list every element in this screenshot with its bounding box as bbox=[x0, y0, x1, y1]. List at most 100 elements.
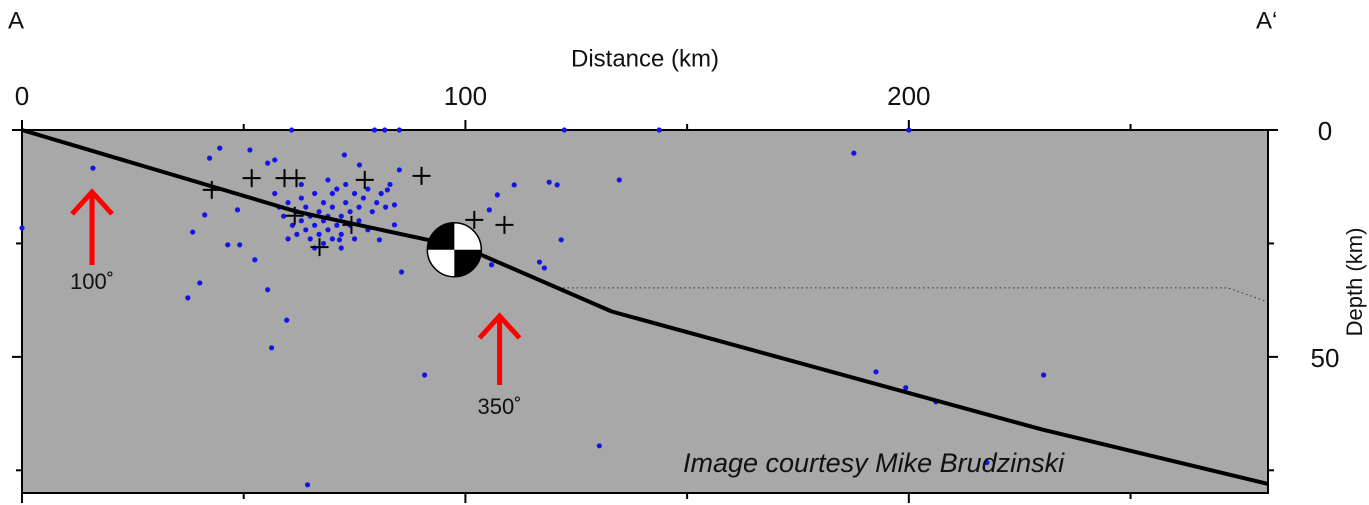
earthquake-dot bbox=[343, 200, 349, 206]
earthquake-dot bbox=[365, 186, 371, 192]
earthquake-dot bbox=[903, 385, 909, 391]
earthquake-dot bbox=[391, 202, 398, 208]
earthquake-dot bbox=[873, 369, 879, 375]
y-axis-label: Depth (km) bbox=[1342, 228, 1367, 337]
earthquake-dot bbox=[285, 236, 291, 242]
earthquake-dot bbox=[351, 236, 358, 242]
earthquake-dot bbox=[356, 162, 363, 168]
earthquake-dot bbox=[984, 459, 990, 466]
earthquake-dot bbox=[307, 236, 313, 242]
earthquake-dot bbox=[298, 181, 304, 188]
event-cross bbox=[285, 206, 304, 225]
earthquake-dot bbox=[356, 218, 362, 224]
earthquake-dot bbox=[396, 167, 402, 173]
earthquake-dot bbox=[252, 257, 258, 263]
x-axis-label: Distance (km) bbox=[571, 45, 719, 72]
earthquake-dot bbox=[303, 204, 309, 210]
x-tick-label: 0 bbox=[15, 81, 29, 111]
earthquake-dot bbox=[369, 209, 375, 215]
earthquake-dot bbox=[382, 127, 388, 133]
earthquake-dot bbox=[371, 127, 378, 133]
earthquake-dot bbox=[325, 177, 331, 183]
annotation: 350˚ bbox=[478, 394, 522, 419]
earthquake-dot bbox=[237, 242, 243, 248]
earthquake-dot bbox=[334, 222, 340, 228]
earthquake-dot bbox=[320, 200, 327, 206]
earthquake-dot bbox=[596, 443, 602, 449]
earthquake-dot bbox=[347, 209, 353, 215]
earthquake-dot bbox=[247, 147, 253, 153]
earthquake-dot bbox=[197, 280, 203, 286]
earthquake-dot bbox=[320, 240, 327, 247]
earthquake-dot bbox=[561, 127, 567, 133]
earthquake-dot bbox=[294, 231, 300, 237]
y-tick-label: 50 bbox=[1311, 343, 1340, 373]
earthquake-dot bbox=[285, 200, 291, 206]
earthquake-dot bbox=[329, 190, 335, 197]
earthquake-dot bbox=[554, 182, 560, 188]
moho-line bbox=[558, 287, 1269, 303]
earthquake-dot bbox=[343, 181, 349, 188]
earthquake-dot bbox=[90, 165, 96, 171]
earthquake-dot bbox=[851, 150, 857, 156]
earthquake-dot bbox=[336, 237, 343, 243]
earthquake-dot bbox=[265, 160, 271, 166]
earthquake-dot bbox=[616, 177, 622, 183]
earthquake-dot bbox=[265, 287, 271, 293]
earthquake-dot bbox=[206, 155, 213, 161]
earthquake-dot bbox=[312, 190, 318, 197]
credit: Image courtesy Mike Brudzinski bbox=[683, 448, 1065, 478]
earthquake-dot bbox=[422, 372, 428, 378]
earthquake-dot bbox=[558, 237, 564, 243]
direction-arrow bbox=[70, 188, 114, 265]
earthquake-dot bbox=[325, 227, 331, 233]
earthquake-dot bbox=[396, 127, 402, 133]
earthquake-dot bbox=[329, 236, 335, 242]
focal-mechanism bbox=[426, 222, 483, 278]
earthquake-dot bbox=[341, 152, 347, 158]
earthquake-dot bbox=[391, 222, 398, 228]
earthquake-dot bbox=[272, 190, 278, 197]
earthquake-dot bbox=[360, 195, 367, 201]
corner-label: A bbox=[8, 7, 24, 34]
earthquake-dot bbox=[202, 212, 208, 218]
earthquake-dot bbox=[376, 237, 382, 243]
earthquake-dot bbox=[298, 218, 304, 224]
event-cross bbox=[412, 166, 431, 185]
earthquake-dot bbox=[329, 204, 335, 210]
earthquake-dot bbox=[546, 179, 552, 185]
event-cross bbox=[495, 215, 514, 234]
annotation: 100˚ bbox=[70, 269, 114, 294]
earthquake-dot bbox=[284, 317, 290, 323]
earthquake-dot bbox=[19, 225, 25, 231]
earthquake-dot bbox=[303, 227, 309, 233]
earthquake-dot bbox=[351, 190, 358, 197]
earthquake-dot bbox=[387, 181, 393, 188]
earthquake-dot bbox=[334, 186, 340, 192]
earthquake-dot bbox=[338, 245, 344, 251]
x-tick-label: 100 bbox=[444, 81, 487, 111]
event-cross bbox=[202, 180, 221, 199]
event-cross bbox=[287, 169, 306, 188]
event-cross bbox=[310, 238, 329, 257]
beachball-quadrant bbox=[454, 249, 482, 277]
earthquake-dot bbox=[356, 204, 362, 210]
corner-label: A‘ bbox=[1256, 7, 1277, 34]
y-tick-label: 0 bbox=[1318, 116, 1332, 146]
earthquake-dot bbox=[281, 213, 287, 219]
earthquake-dot bbox=[288, 127, 295, 133]
earthquake-dot bbox=[541, 265, 547, 271]
event-cross bbox=[242, 169, 261, 188]
earthquake-dot bbox=[494, 192, 500, 198]
earthquake-dot bbox=[511, 182, 517, 188]
earthquake-dot bbox=[906, 127, 912, 133]
earthquake-dot bbox=[272, 157, 278, 163]
earthquake-dot bbox=[656, 127, 662, 133]
earthquake-dot bbox=[398, 269, 405, 275]
earthquake-dot bbox=[316, 209, 322, 215]
earthquake-dot bbox=[217, 145, 223, 151]
direction-arrow bbox=[477, 312, 522, 385]
earthquake-dot bbox=[185, 295, 191, 301]
earthquake-dot bbox=[488, 262, 495, 268]
